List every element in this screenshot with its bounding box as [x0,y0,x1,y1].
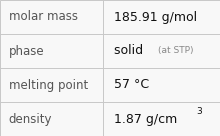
Text: molar mass: molar mass [9,10,78,24]
Text: phase: phase [9,44,44,58]
Text: melting point: melting point [9,78,88,92]
Text: density: density [9,112,52,126]
Text: 185.91 g/mol: 185.91 g/mol [114,10,198,24]
Text: (at STP): (at STP) [158,47,193,55]
Text: 1.87 g/cm: 1.87 g/cm [114,112,178,126]
Text: 3: 3 [196,107,202,116]
Text: 57 °C: 57 °C [114,78,150,92]
Text: solid: solid [114,44,152,58]
